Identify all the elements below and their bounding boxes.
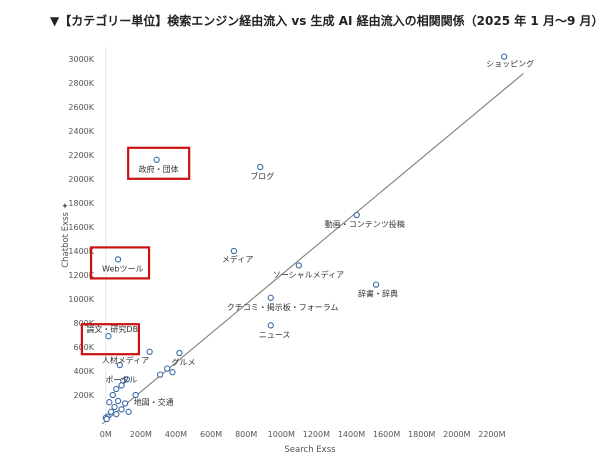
y-axis-label: Chatbot Exss ✦ (61, 202, 71, 268)
y-tick-label: 1200K (68, 271, 94, 280)
data-point (113, 385, 120, 393)
data-point (267, 294, 274, 301)
point-label: 辞書・辞典 (358, 289, 398, 299)
point-label: ニュース (259, 330, 291, 339)
point-label: メディア (222, 254, 253, 264)
point-label: 地図・交通 (134, 397, 174, 407)
trend-line (101, 72, 524, 425)
data-point (164, 365, 171, 372)
x-tick-label: 1600M (373, 430, 400, 439)
y-tick-label: 400K (73, 367, 94, 376)
x-tick-label: 2000M (443, 430, 470, 439)
x-tick-label: 0M (100, 430, 112, 439)
point-label: ショッピング (486, 59, 534, 69)
y-tick-label: 2000K (68, 175, 94, 184)
y-tick-label: 3000K (68, 55, 94, 64)
data-point (146, 348, 153, 355)
point-label: ポータル (105, 376, 137, 385)
point-layer (102, 53, 508, 423)
point-label: 政府・団体 (139, 164, 179, 174)
data-point (153, 156, 160, 163)
highlight-box (80, 323, 141, 356)
data-point (353, 211, 360, 219)
highlight-box (89, 246, 151, 280)
y-tick-label: 600K (73, 343, 94, 352)
data-point (107, 408, 115, 415)
point-label: クチコミ・掲示板・フォーラム (227, 302, 339, 312)
x-tick-label: 800M (235, 430, 257, 439)
data-point (132, 391, 139, 399)
data-point (125, 408, 132, 415)
data-point (169, 369, 176, 376)
x-tick-label: 1000M (268, 430, 295, 439)
data-point (230, 247, 238, 255)
x-axis-label: Search Exss (284, 445, 336, 455)
highlight-box (127, 146, 191, 180)
data-point (501, 53, 508, 60)
x-tick-label: 1400M (338, 430, 365, 439)
data-point (121, 400, 129, 407)
data-point (176, 349, 183, 357)
y-tick-label: 1400K (68, 247, 94, 256)
y-tick-label: 1800K (68, 199, 94, 208)
data-point (372, 281, 380, 288)
data-point (157, 371, 164, 378)
point-label: 動画・コンテンツ投稿 (325, 219, 405, 229)
data-point (295, 262, 302, 269)
data-point (118, 406, 125, 413)
data-point (114, 256, 122, 263)
y-tick-label: 2200K (68, 151, 94, 160)
trend-layer (101, 72, 524, 425)
x-tick-label: 2200M (478, 430, 505, 439)
data-point (114, 397, 122, 405)
point-label: グルメ (171, 357, 195, 367)
data-point (109, 391, 116, 399)
data-point (123, 376, 130, 383)
data-point (103, 415, 110, 423)
data-point (105, 333, 112, 340)
data-point (257, 163, 264, 171)
point-label: ソーシャルメディア (273, 269, 344, 279)
highlight-boxes (80, 146, 191, 356)
point-label: Webツール (102, 264, 143, 273)
y-tick-label: 200K (73, 391, 94, 400)
point-label: 人材メディア (102, 355, 149, 365)
x-tick-label: 600M (200, 430, 222, 439)
point-label: ブログ (250, 171, 274, 181)
data-point (111, 403, 118, 411)
y-tick-label: 1600K (68, 223, 94, 232)
data-point (106, 399, 113, 406)
x-tick-label: 1200M (303, 430, 330, 439)
data-point (118, 382, 125, 389)
y-tick-label: 2800K (68, 79, 94, 88)
y-tick-label: 1000K (68, 295, 94, 304)
y-tick-label: 2400K (68, 127, 94, 136)
data-point (267, 322, 274, 329)
data-point (116, 361, 123, 369)
data-point (113, 411, 120, 418)
x-tick-label: 400M (165, 430, 187, 439)
x-tick-label: 1800M (408, 430, 435, 439)
axis-layer: 0M 200M 400M 600M 800M 1000M 1200M 1400M 1600M 18… (68, 55, 505, 439)
x-tick-label: 200M (130, 430, 152, 439)
chart-title: ▼【カテゴリー単位】検索エンジン経由流入 vs 生成 AI 経由流入の相関関係（… (50, 14, 600, 28)
point-label: 論文・研究DB (86, 324, 138, 334)
y-tick-label: 2600K (68, 103, 94, 112)
